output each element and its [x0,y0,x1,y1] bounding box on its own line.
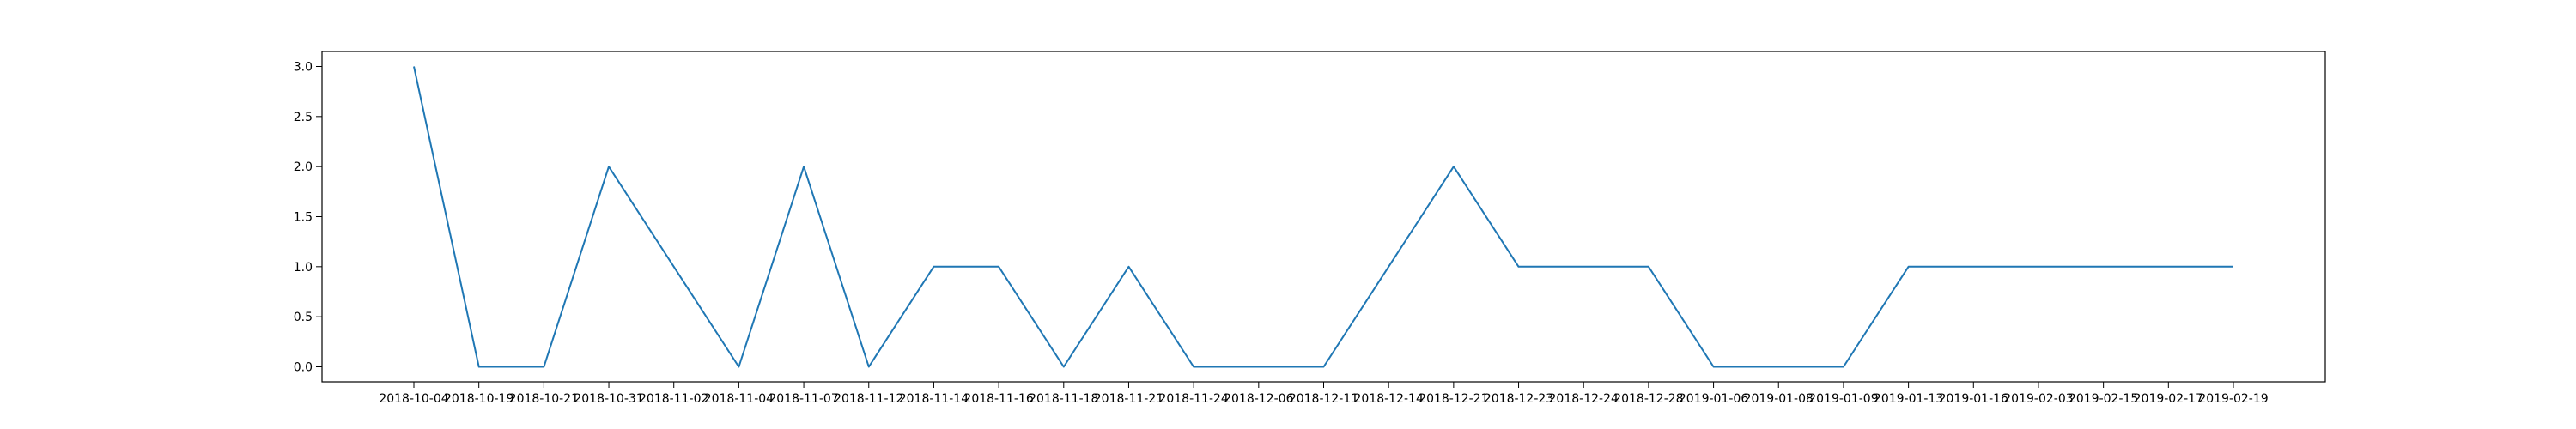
y-tick-label: 2.5 [294,111,313,124]
x-tick-label: 2018-11-14 [899,392,969,406]
x-tick-label: 2018-12-28 [1613,392,1683,406]
y-tick-label: 1.5 [294,211,313,225]
x-axis: 2018-10-042018-10-192018-10-212018-10-31… [379,382,2269,406]
x-tick-label: 2018-12-14 [1353,392,1423,406]
x-tick-label: 2019-01-13 [1874,392,1943,406]
x-tick-label: 2019-01-16 [1939,392,2008,406]
x-tick-label: 2019-01-06 [1679,392,1748,406]
x-tick-label: 2018-10-31 [574,392,643,406]
x-tick-label: 2018-11-24 [1158,392,1228,406]
y-tick-label: 0.0 [294,361,313,375]
x-tick-label: 2019-02-03 [2003,392,2073,406]
plot-area [321,51,2326,383]
x-tick-label: 2019-01-09 [1808,392,1878,406]
x-tick-label: 2019-01-08 [1744,392,1814,406]
x-tick-label: 2018-11-04 [704,392,774,406]
x-tick-label: 2018-11-21 [1094,392,1163,406]
x-tick-label: 2018-10-19 [444,392,513,406]
y-axis: 0.0 0.5 1.0 1.5 2.0 2.5 3.0 [294,61,322,375]
x-tick-label: 2019-02-19 [2198,392,2268,406]
y-tick-label: 0.5 [294,311,313,324]
y-tick-label: 3.0 [294,61,313,75]
x-tick-label: 2018-12-21 [1419,392,1488,406]
series-layer [413,66,2233,368]
x-tick-label: 2018-10-04 [379,392,448,406]
y-tick-label: 1.0 [294,261,313,275]
x-tick-label: 2018-11-02 [639,392,708,406]
x-tick-label: 2018-11-16 [963,392,1033,406]
x-tick-label: 2018-10-21 [509,392,579,406]
series-line [413,66,2233,368]
x-tick-label: 2018-12-24 [1549,392,1619,406]
x-tick-label: 2018-11-18 [1029,392,1098,406]
x-tick-label: 2018-12-23 [1484,392,1553,406]
x-tick-label: 2018-12-06 [1224,392,1293,406]
x-tick-label: 2018-12-11 [1289,392,1358,406]
x-tick-label: 2018-11-07 [769,392,838,406]
plot-frame [321,51,2326,383]
x-tick-label: 2019-02-17 [2134,392,2203,406]
x-tick-label: 2018-11-12 [834,392,903,406]
y-tick-label: 2.0 [294,160,313,174]
x-tick-label: 2019-02-15 [2069,392,2138,406]
